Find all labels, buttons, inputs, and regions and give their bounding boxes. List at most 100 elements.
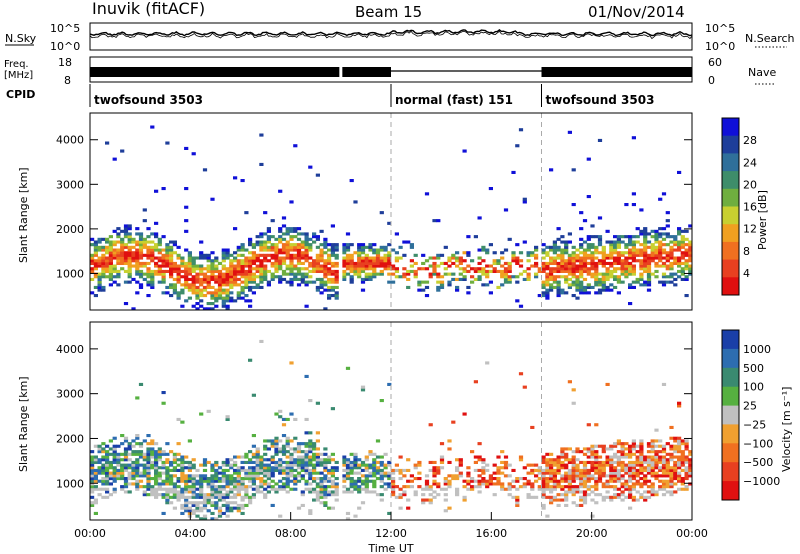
heatmap-cell <box>289 460 294 464</box>
heatmap-cell <box>673 237 678 241</box>
heatmap-cell <box>631 487 636 491</box>
heatmap-cell <box>586 245 591 249</box>
heatmap-cell <box>650 439 655 443</box>
heatmap-cell <box>552 261 557 265</box>
heatmap-cell <box>654 248 659 252</box>
heatmap-cell <box>534 479 539 483</box>
heatmap-cell <box>289 256 294 260</box>
heatmap-cell <box>191 269 196 273</box>
heatmap-cell <box>658 450 663 454</box>
heatmap-cell <box>330 272 335 276</box>
heatmap-cell <box>304 458 309 462</box>
heatmap-cell <box>210 275 215 279</box>
heatmap-cell <box>643 235 648 239</box>
heatmap-cell <box>391 485 396 489</box>
heatmap-cell <box>217 466 223 470</box>
heatmap-cell <box>330 471 335 475</box>
heatmap-cell <box>225 299 230 303</box>
heatmap-cell <box>135 256 140 260</box>
heatmap-cell <box>364 479 369 483</box>
heatmap-cell <box>643 256 648 260</box>
heatmap-cell <box>624 479 629 483</box>
heatmap-cell <box>571 485 576 489</box>
heatmap-cell <box>549 479 554 483</box>
heatmap-cell <box>646 256 652 260</box>
heatmap-cell <box>308 511 313 515</box>
heatmap-cell <box>195 487 200 491</box>
heatmap-cell <box>221 264 226 268</box>
heatmap-cell <box>154 272 159 276</box>
heatmap-cell <box>285 471 290 475</box>
heatmap-cell <box>202 474 208 478</box>
heatmap-cell <box>259 339 264 343</box>
heatmap-cell <box>654 439 659 443</box>
heatmap-cell <box>624 245 629 249</box>
heatmap-cell <box>658 264 663 268</box>
heatmap-cell <box>673 463 678 467</box>
heatmap-cell <box>650 256 655 260</box>
nsky-panel: N.Sky 10^5 10^0 10^5 10^0 N.Search <box>5 22 795 53</box>
heatmap-cell <box>646 463 652 467</box>
heatmap-cell <box>579 450 584 454</box>
heatmap-cell <box>534 474 539 478</box>
heatmap-cell <box>613 285 618 289</box>
heatmap-cell <box>582 490 588 494</box>
heatmap-cell <box>131 264 136 268</box>
heatmap-cell <box>93 479 98 483</box>
heatmap-cell <box>579 460 584 464</box>
heatmap-cell <box>330 264 335 268</box>
heatmap-cell <box>360 256 366 260</box>
heatmap-cell <box>345 490 351 494</box>
heatmap-cell <box>353 514 358 518</box>
heatmap-cell <box>127 447 132 451</box>
heatmap-cell <box>594 468 599 472</box>
heatmap-cell <box>556 248 561 252</box>
heatmap-cell <box>266 490 271 494</box>
heatmap-cell <box>368 243 373 247</box>
heatmap-cell <box>180 487 185 491</box>
heatmap-cell <box>447 479 452 483</box>
heatmap-cell <box>112 243 117 247</box>
heatmap-cell <box>511 495 516 499</box>
heatmap-cell <box>586 474 591 478</box>
heatmap-cell <box>90 243 95 247</box>
heatmap-cell <box>688 452 693 456</box>
heatmap-cell <box>684 264 689 268</box>
heatmap-cell <box>597 477 603 481</box>
heatmap-cell <box>481 471 486 475</box>
heatmap-cell <box>90 471 95 475</box>
heatmap-cell <box>97 264 102 268</box>
heatmap-cell <box>120 474 125 478</box>
heatmap-cell <box>251 460 256 464</box>
heatmap-cell <box>157 466 162 470</box>
heatmap-cell <box>628 248 633 252</box>
heatmap-cell <box>278 229 283 233</box>
heatmap-cell <box>296 245 302 249</box>
heatmap-cell <box>406 498 411 502</box>
heatmap-cell <box>308 482 313 486</box>
heatmap-cell <box>477 479 482 483</box>
heatmap-cell <box>609 272 614 276</box>
colorbar-swatch <box>722 481 739 501</box>
heatmap-cell <box>97 280 102 284</box>
heatmap-cell <box>210 501 215 505</box>
heatmap-cell <box>462 412 467 416</box>
heatmap-cell <box>650 447 655 451</box>
heatmap-cell <box>677 458 682 462</box>
heatmap-cell <box>481 245 486 249</box>
heatmap-cell <box>255 243 260 247</box>
heatmap-cell <box>586 157 591 161</box>
heatmap-cell <box>108 277 113 281</box>
heatmap-cell <box>545 477 550 481</box>
heatmap-cell <box>590 498 595 502</box>
heatmap-cell <box>677 245 682 249</box>
heatmap-cell <box>244 211 249 215</box>
heatmap-cell <box>240 259 245 263</box>
heatmap-cell <box>421 288 426 292</box>
heatmap-cell <box>304 232 309 236</box>
heatmap-cell <box>108 261 113 265</box>
heatmap-cell <box>240 485 245 489</box>
heatmap-cell <box>631 477 636 481</box>
heatmap-cell <box>120 477 125 481</box>
heatmap-cell <box>372 243 377 247</box>
